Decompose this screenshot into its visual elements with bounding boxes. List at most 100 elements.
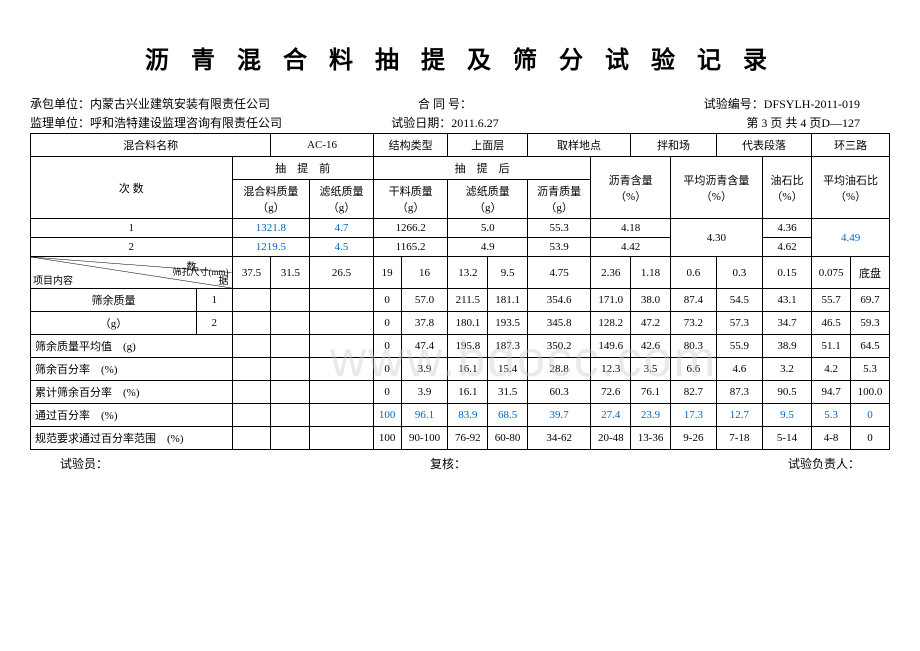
sieve-size: 0.6 <box>670 257 716 289</box>
cum-pct-label: 累计筛余百分率 (%) <box>31 381 233 404</box>
cell: 43.1 <box>762 289 811 312</box>
samplept-label: 取样地点 <box>527 134 630 157</box>
samplept: 拌和场 <box>631 134 717 157</box>
reviewer-label: 复核： <box>430 455 466 472</box>
sieve-size: 13.2 <box>448 257 488 289</box>
cell: 51.1 <box>812 335 851 358</box>
cell: 69.7 <box>851 289 890 312</box>
cell <box>310 381 373 404</box>
avg-oil-val: 4.49 <box>812 219 890 257</box>
cell: 73.2 <box>670 312 716 335</box>
cell: 27.4 <box>591 404 631 427</box>
table-row: 规范要求通过百分率范围 (%) 10090-10076-9260-8034-62… <box>31 427 890 450</box>
cell: 38.0 <box>631 289 671 312</box>
cell: 149.6 <box>591 335 631 358</box>
cell: 1219.5 <box>232 238 310 257</box>
cell: 83.9 <box>448 404 488 427</box>
cell: 1266.2 <box>373 219 448 238</box>
cell <box>271 289 310 312</box>
chief-label: 试验负责人： <box>788 455 860 472</box>
cell: 9-26 <box>670 427 716 450</box>
cell: 55.9 <box>716 335 762 358</box>
cell: 72.6 <box>591 381 631 404</box>
cell: 0 <box>373 289 401 312</box>
cell: 31.5 <box>488 381 528 404</box>
cell: 37.8 <box>401 312 448 335</box>
cell: 42.6 <box>631 335 671 358</box>
cell: 350.2 <box>527 335 590 358</box>
cell: 46.5 <box>812 312 851 335</box>
cell: 57.3 <box>716 312 762 335</box>
row-n: 2 <box>31 238 233 257</box>
sieve-header-row: 数 筛孔尺寸(mm) 项目内容 据 37.5 31.5 26.5 19 16 1… <box>31 257 890 289</box>
cell: 64.5 <box>851 335 890 358</box>
cell: 180.1 <box>448 312 488 335</box>
cell: 0 <box>851 404 890 427</box>
cell: 20-48 <box>591 427 631 450</box>
cell: 100 <box>373 427 401 450</box>
table-row: 通过百分率 (%) 10096.183.968.539.727.423.917.… <box>31 404 890 427</box>
cell: 4.42 <box>591 238 670 257</box>
cell: 1 <box>196 289 232 312</box>
cell <box>310 312 373 335</box>
cell <box>310 404 373 427</box>
cell: 3.9 <box>401 381 448 404</box>
avg-mass-label: 筛余质量平均值 (g) <box>31 335 233 358</box>
cell: 47.2 <box>631 312 671 335</box>
avg-asphalt-label: 平均沥青含量（%） <box>670 157 762 219</box>
cell <box>232 312 271 335</box>
asphalt-pct-label: 沥青含量（%） <box>591 157 670 219</box>
sieve-size: 0.3 <box>716 257 762 289</box>
cell: 12.7 <box>716 404 762 427</box>
cell: 4-8 <box>812 427 851 450</box>
cell: 76-92 <box>448 427 488 450</box>
cell: 354.6 <box>527 289 590 312</box>
cell: 4.18 <box>591 219 670 238</box>
cell: 171.0 <box>591 289 631 312</box>
table-row: 筛余质量平均值 (g) 047.4195.8187.3350.2149.642.… <box>31 335 890 358</box>
cell: 6.6 <box>670 358 716 381</box>
sieve-size: 4.75 <box>527 257 590 289</box>
tester-label: 试验员： <box>60 455 108 472</box>
cell: 4.36 <box>762 219 811 238</box>
cell: 28.8 <box>527 358 590 381</box>
cell <box>271 427 310 450</box>
cell: 2 <box>196 312 232 335</box>
cell: 1321.8 <box>232 219 310 238</box>
cell: 0 <box>373 381 401 404</box>
cell: 5.0 <box>448 219 527 238</box>
asphalt-mass-label: 沥青质量（g） <box>527 180 590 219</box>
cell: 5.3 <box>812 404 851 427</box>
cell: 3.2 <box>762 358 811 381</box>
sieve-size: 底盘 <box>851 257 890 289</box>
cell <box>232 427 271 450</box>
section: 环三路 <box>812 134 890 157</box>
cell: 12.3 <box>591 358 631 381</box>
cell: 39.7 <box>527 404 590 427</box>
sieve-size: 2.36 <box>591 257 631 289</box>
sieve-size: 0.15 <box>762 257 811 289</box>
table-row: （g） 2 037.8180.1193.5345.8128.247.273.25… <box>31 312 890 335</box>
cell: 0 <box>373 335 401 358</box>
cell: 87.3 <box>716 381 762 404</box>
cell: 57.0 <box>401 289 448 312</box>
cell <box>271 358 310 381</box>
cell: 3.5 <box>631 358 671 381</box>
cell: 4.5 <box>310 238 373 257</box>
row-n: 1 <box>31 219 233 238</box>
contractor-line: 承包单位：内蒙古兴业建筑安装有限责任公司 <box>30 95 307 112</box>
cell: 55.7 <box>812 289 851 312</box>
section-label: 代表段落 <box>716 134 811 157</box>
table-row: 累计筛余百分率 (%) 03.916.131.560.372.676.182.7… <box>31 381 890 404</box>
cell: 187.3 <box>488 335 528 358</box>
sieve-size: 31.5 <box>271 257 310 289</box>
supervisor-line: 监理单位：呼和浩特建设监理咨询有限责任公司 <box>30 114 307 131</box>
cell: 3.9 <box>401 358 448 381</box>
cell: 59.3 <box>851 312 890 335</box>
filter-mass2-label: 滤纸质量（g） <box>448 180 527 219</box>
cell: 17.3 <box>670 404 716 427</box>
sieve-size: 37.5 <box>232 257 271 289</box>
after-label: 抽 提 后 <box>373 157 591 180</box>
cell: 1165.2 <box>373 238 448 257</box>
cell: 47.4 <box>401 335 448 358</box>
